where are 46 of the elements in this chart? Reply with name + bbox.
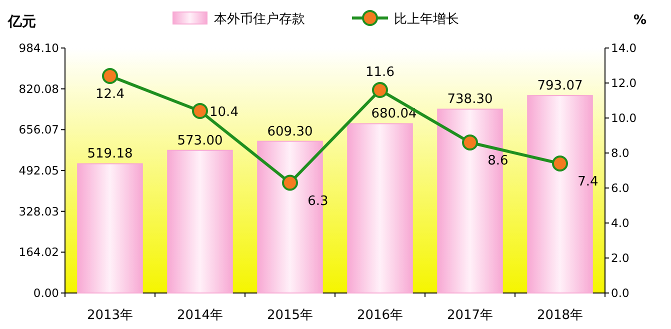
y2-tick-label: 10.0	[611, 111, 637, 125]
x-tick-label: 2017年	[446, 308, 494, 323]
data-label: 680.04	[371, 106, 417, 122]
x-tick-label: 2016年	[356, 308, 404, 323]
x-tick-label: 2018年	[536, 308, 584, 323]
y-tick-label: 984.10	[18, 41, 59, 55]
data-label: 7.4	[578, 174, 598, 190]
point	[282, 174, 298, 191]
y2-tick-label: 12.0	[611, 76, 637, 90]
bar	[167, 150, 233, 294]
data-label: 12.4	[96, 87, 124, 102]
data-label: 8.6	[488, 154, 508, 168]
legend-label: 本外币住户存款	[214, 12, 305, 27]
y-axis-title: 亿元	[7, 14, 36, 30]
point	[192, 103, 208, 119]
point	[102, 68, 118, 84]
bar	[77, 163, 143, 294]
y2-axis-title: %	[633, 13, 647, 28]
y2-tick-label: 6.0	[611, 181, 630, 195]
y2-tick-label: 2.0	[611, 251, 630, 265]
data-label: 738.30	[447, 92, 493, 108]
data-label: 609.30	[267, 124, 313, 140]
y2-tick-label: 8.0	[611, 146, 630, 160]
data-label: 6.3	[308, 194, 328, 209]
y-tick-label: 492.05	[18, 164, 59, 178]
y-tick-label: 164.02	[18, 245, 59, 260]
y-tick-label: 656.07	[18, 122, 59, 137]
y-tick-label: 820.08	[18, 82, 59, 96]
legend-label: 比上年增长	[394, 12, 459, 27]
x-tick-label: 2014年	[176, 308, 224, 323]
data-label: 573.00	[177, 133, 223, 148]
data-label: 793.07	[537, 78, 583, 94]
y2-tick-label: 0.0	[611, 286, 630, 300]
y-tick-label: 0.00	[33, 286, 59, 300]
x-tick-label: 2013年	[86, 308, 134, 323]
data-label: 519.18	[87, 146, 133, 162]
point	[372, 82, 388, 98]
y2-tick-label: 14.0	[611, 41, 637, 55]
data-label: 10.4	[210, 105, 238, 120]
x-tick-label: 2015年	[266, 308, 314, 323]
point	[462, 134, 478, 150]
y2-tick-label: 4.0	[611, 216, 630, 230]
bar	[347, 123, 413, 294]
data-label: 11.6	[366, 65, 394, 80]
y-tick-label: 328.03	[18, 204, 59, 218]
point	[552, 156, 568, 172]
